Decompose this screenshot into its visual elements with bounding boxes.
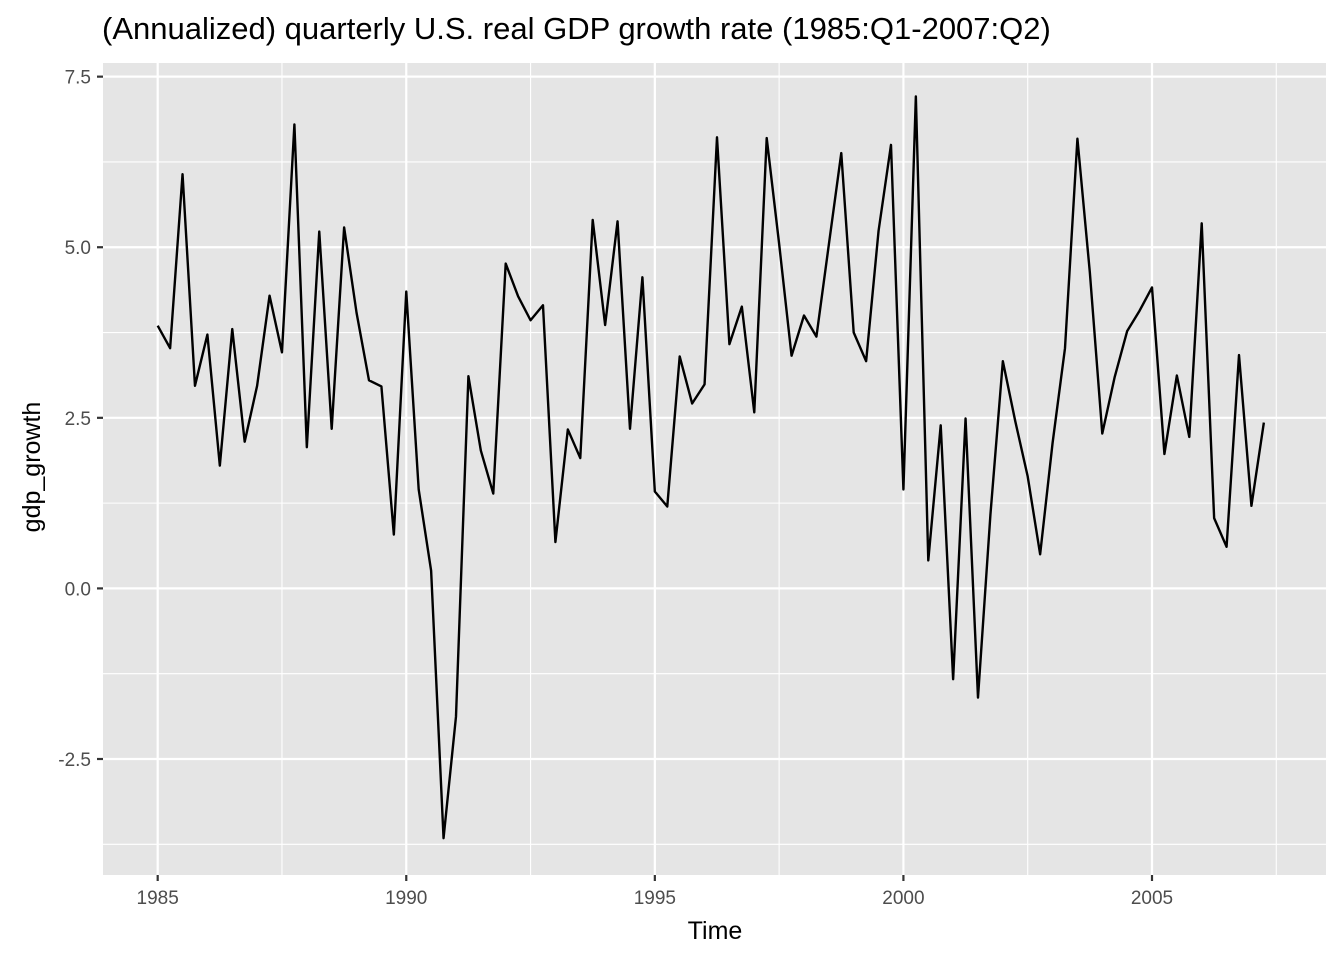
x-tick-label: 2005 xyxy=(1131,888,1173,909)
x-axis-title: Time xyxy=(688,917,743,945)
x-tick-label: 1990 xyxy=(385,888,427,909)
series-layer xyxy=(156,95,1266,840)
minor-grid xyxy=(103,63,1326,875)
y-axis-title: gdp_growth xyxy=(18,402,46,533)
x-tick-label: 2000 xyxy=(882,888,924,909)
axis-ticks xyxy=(97,75,1154,881)
y-tick-label: 5.0 xyxy=(65,238,91,259)
x-tick-label: 1985 xyxy=(137,888,179,909)
y-tick-label: 2.5 xyxy=(65,409,91,430)
x-axis-tick-labels: 1985 1990 1995 2000 2005 xyxy=(137,888,1174,909)
x-tick-label: 1995 xyxy=(634,888,676,909)
y-tick-label: -2.5 xyxy=(58,750,91,771)
y-tick-label: 0.0 xyxy=(65,579,91,600)
y-axis-tick-labels: -2.5 0.0 2.5 5.0 7.5 xyxy=(58,68,91,771)
chart-title: (Annualized) quarterly U.S. real GDP gro… xyxy=(102,11,1051,46)
y-tick-label: 7.5 xyxy=(65,68,91,89)
gdp-growth-line xyxy=(156,95,1266,840)
